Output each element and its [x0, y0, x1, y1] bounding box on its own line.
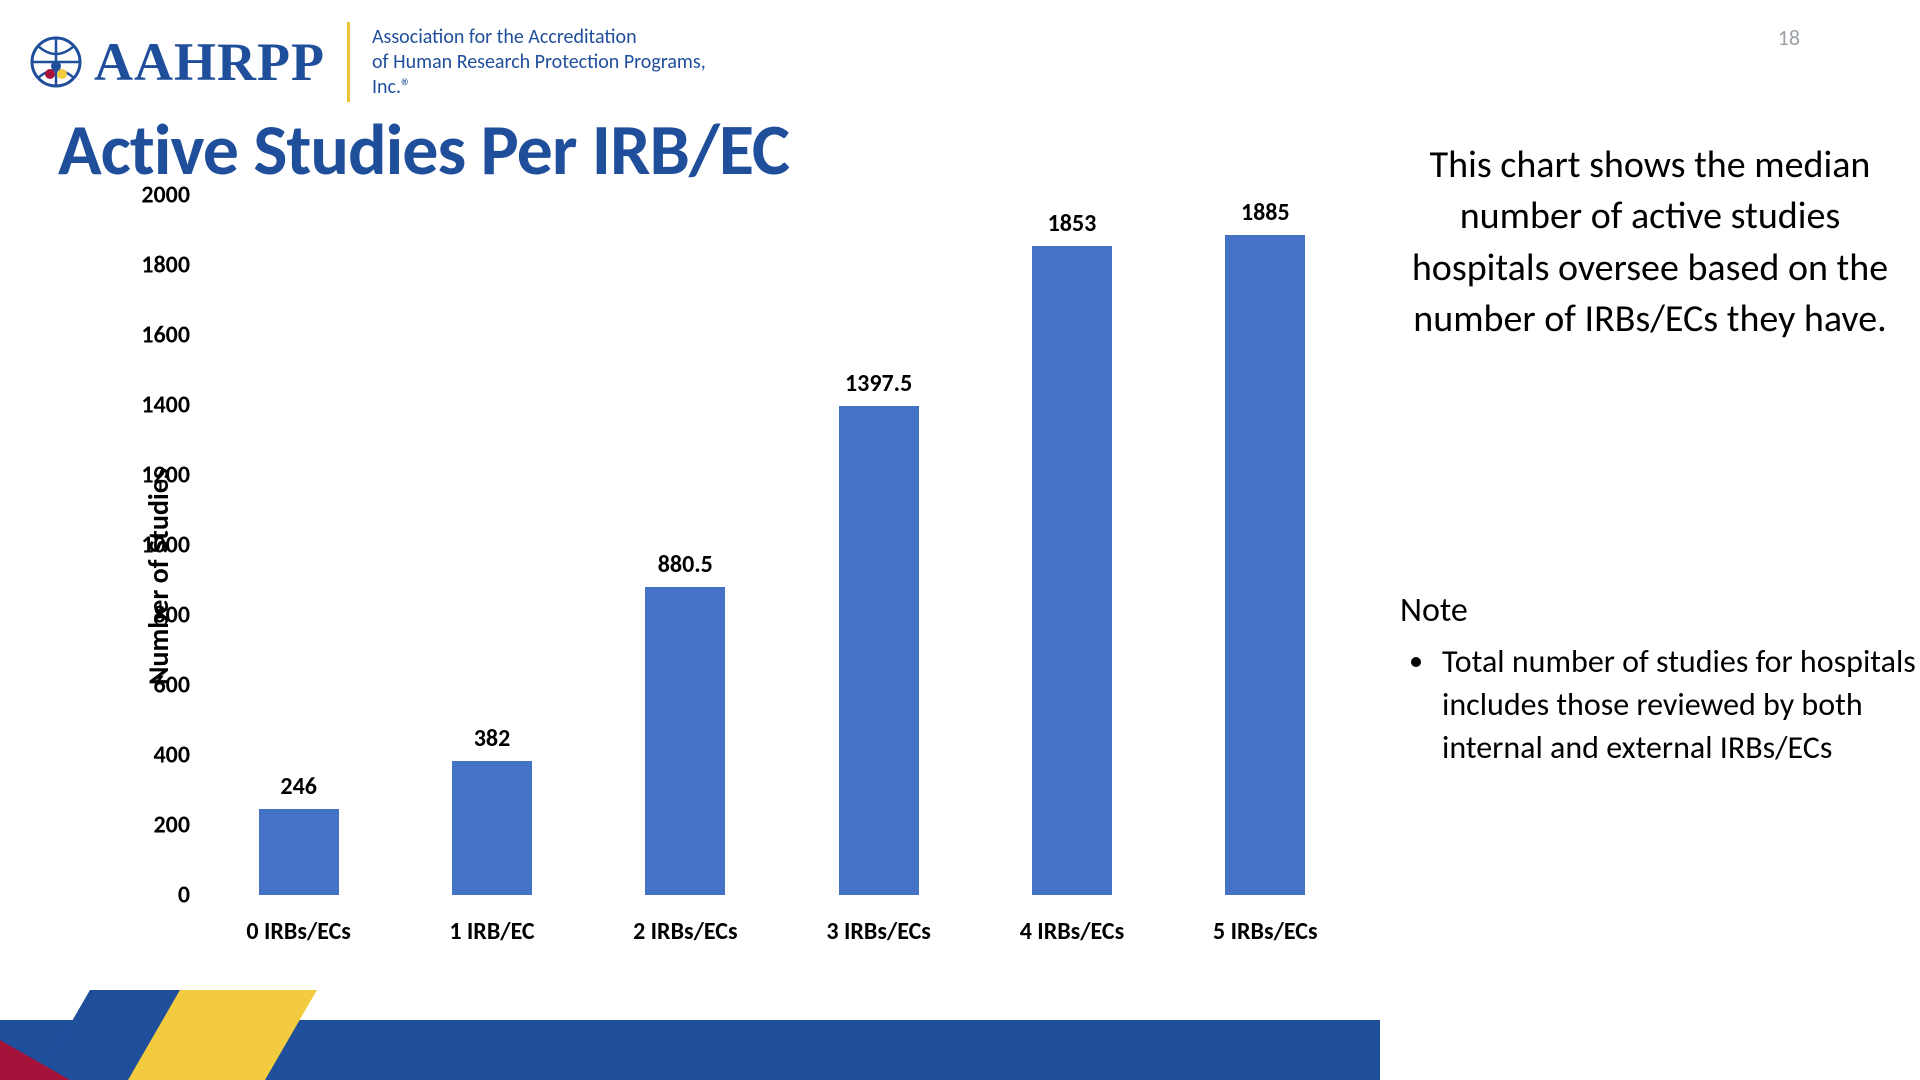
y-tick-label: 1600: [110, 321, 190, 350]
chevron-maroon: [0, 1040, 70, 1080]
bar-rect: [452, 761, 532, 895]
logo-block: AAHRPP: [28, 34, 325, 90]
bar-value-label: 880.5: [658, 550, 713, 579]
bar-category-label: 4 IRBs/ECs: [1020, 917, 1124, 946]
bar-value-label: 246: [280, 772, 317, 801]
y-tick-label: 200: [110, 811, 190, 840]
globe-icon: [28, 34, 84, 90]
bar-value-label: 1885: [1241, 198, 1290, 227]
y-tick-label: 1800: [110, 251, 190, 280]
bar-slot: 3821 IRB/EC: [417, 724, 567, 895]
org-full-line1: Association for the Accreditation: [372, 25, 712, 50]
org-full-name: Association for the Accreditation of Hum…: [372, 25, 712, 100]
bar-rect: [839, 406, 919, 895]
bar-value-label: 1397.5: [845, 369, 912, 398]
y-tick-label: 400: [110, 741, 190, 770]
page-number: 18: [1778, 24, 1800, 51]
bar-slot: 2460 IRBs/ECs: [224, 772, 374, 895]
logo-divider: [347, 22, 350, 102]
note-item: Total number of studies for hospitals in…: [1438, 640, 1920, 770]
bar-value-label: 382: [474, 724, 511, 753]
header: AAHRPP Association for the Accreditation…: [28, 22, 712, 102]
y-tick-label: 0: [110, 881, 190, 910]
bar-rect: [259, 809, 339, 895]
y-axis-label: Number of Studies: [141, 468, 176, 685]
org-full-line2: of Human Research Protection Programs, I…: [372, 50, 712, 100]
y-tick-label: 1000: [110, 531, 190, 560]
bar-slot: 880.52 IRBs/ECs: [610, 550, 760, 895]
bar-slot: 1397.53 IRBs/ECs: [804, 369, 954, 895]
bar-category-label: 5 IRBs/ECs: [1213, 917, 1317, 946]
bar-slot: 18855 IRBs/ECs: [1190, 198, 1340, 895]
org-abbrev: AAHRPP: [94, 35, 325, 89]
chart: Number of Studies 2460 IRBs/ECs3821 IRB/…: [42, 195, 1372, 965]
note-heading: Note: [1400, 590, 1468, 631]
bar-category-label: 0 IRBs/ECs: [246, 917, 350, 946]
y-tick-label: 2000: [110, 181, 190, 210]
y-tick-label: 1400: [110, 391, 190, 420]
note-list: Total number of studies for hospitals in…: [1400, 640, 1920, 770]
bar-category-label: 1 IRB/EC: [449, 917, 534, 946]
bar-value-label: 1853: [1048, 209, 1097, 238]
bar-category-label: 2 IRBs/ECs: [633, 917, 737, 946]
y-tick-label: 1200: [110, 461, 190, 490]
chart-plot-area: 2460 IRBs/ECs 3821 IRB/EC 880.52 IRBs/ECs 1…: [202, 195, 1362, 895]
bar-rect: [1032, 246, 1112, 895]
y-tick-label: 800: [110, 601, 190, 630]
bar-category-label: 3 IRBs/ECs: [826, 917, 930, 946]
bar-rect: [645, 587, 725, 895]
bar-slot: 18534 IRBs/ECs: [997, 209, 1147, 895]
bar-rect: [1225, 235, 1305, 895]
chart-bars-container: 2460 IRBs/ECs 3821 IRB/EC 880.52 IRBs/ECs 1…: [202, 195, 1362, 895]
chart-description: This chart shows the median number of ac…: [1400, 140, 1900, 345]
y-tick-label: 600: [110, 671, 190, 700]
